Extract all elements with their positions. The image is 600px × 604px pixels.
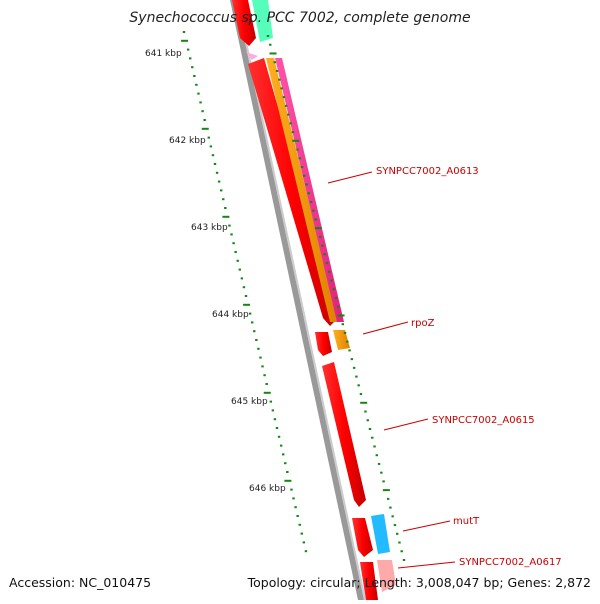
gene-label-A0617[interactable]: SYNPCC7002_A0617 (459, 557, 562, 568)
cds-A0613-orange[interactable] (266, 58, 338, 322)
backbone-line (230, 0, 364, 600)
kbp-ticks: 641 kbp 642 kbp 643 kbp 644 kbp 645 kbp … (145, 49, 286, 494)
cds-rpoZ-orange[interactable] (333, 330, 350, 350)
gene-arrow-A0617[interactable] (360, 562, 378, 600)
gene-marker-small (246, 52, 258, 60)
cds-A0617-pink[interactable] (377, 560, 396, 592)
outer-ticks (266, 35, 406, 561)
gene-arrow-top-red[interactable] (232, 0, 256, 46)
leader-A0613 (327, 171, 373, 184)
gene-arrow-A0615[interactable] (322, 362, 366, 507)
gene-label-rpoZ[interactable]: rpoZ (411, 318, 435, 329)
accession-text: Accession: NC_010475 (9, 575, 152, 590)
gene-arrow-mutT[interactable] (352, 518, 373, 557)
backbone-shade (236, 0, 366, 600)
kbp-label: 642 kbp (169, 136, 206, 146)
kbp-label: 645 kbp (231, 397, 268, 407)
gene-labels: SYNPCC7002_A0613 rpoZ SYNPCC7002_A0615 m… (376, 166, 562, 568)
genome-summary-text: Topology: circular; Length: 3,008,047 bp… (247, 575, 591, 590)
backbone (230, 0, 366, 600)
cds-top-green[interactable] (252, 0, 273, 42)
genome-title: Synechococcus sp. PCC 7002, complete gen… (129, 10, 471, 26)
kbp-label: 641 kbp (145, 49, 182, 59)
scale-dots (181, 31, 308, 553)
gene-label-mutT[interactable]: mutT (453, 516, 480, 527)
cds-mutT-cyan[interactable] (371, 514, 390, 554)
leader-mutT (402, 520, 451, 532)
label-leaders (327, 171, 456, 569)
kbp-label: 644 kbp (212, 310, 249, 320)
gene-arrow-rpoZ[interactable] (315, 332, 332, 356)
cds-A0613-magenta[interactable] (275, 58, 344, 322)
leader-rpoZ (362, 321, 409, 335)
gene-label-A0615[interactable]: SYNPCC7002_A0615 (432, 415, 535, 426)
gene-label-A0613[interactable]: SYNPCC7002_A0613 (376, 166, 479, 177)
leader-A0615 (383, 418, 429, 431)
kbp-label: 646 kbp (249, 484, 286, 494)
leader-A0617 (397, 561, 456, 569)
kbp-label: 643 kbp (191, 223, 228, 233)
